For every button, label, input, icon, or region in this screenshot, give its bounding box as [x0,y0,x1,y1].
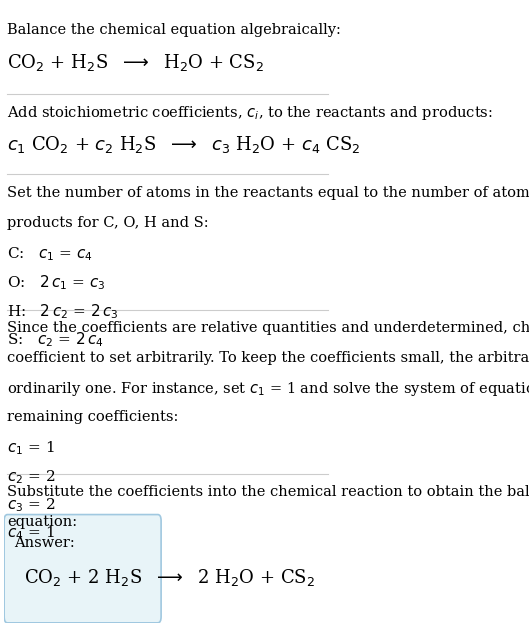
Text: $c_2$ = 2: $c_2$ = 2 [7,468,56,486]
Text: equation:: equation: [7,515,78,529]
Text: CO$_2$ + H$_2$S  $\longrightarrow$  H$_2$O + CS$_2$: CO$_2$ + H$_2$S $\longrightarrow$ H$_2$O… [7,53,264,73]
Text: Balance the chemical equation algebraically:: Balance the chemical equation algebraica… [7,23,341,37]
Text: O:   $2\,c_1$ = $c_3$: O: $2\,c_1$ = $c_3$ [7,273,106,292]
Text: $c_4$ = 1: $c_4$ = 1 [7,524,55,542]
Text: remaining coefficients:: remaining coefficients: [7,410,179,424]
Text: $c_1$ CO$_2$ + $c_2$ H$_2$S  $\longrightarrow$  $c_3$ H$_2$O + $c_4$ CS$_2$: $c_1$ CO$_2$ + $c_2$ H$_2$S $\longrighta… [7,134,361,155]
Text: ordinarily one. For instance, set $c_1$ = 1 and solve the system of equations fo: ordinarily one. For instance, set $c_1$ … [7,381,529,398]
Text: coefficient to set arbitrarily. To keep the coefficients small, the arbitrary va: coefficient to set arbitrarily. To keep … [7,350,529,365]
Text: H:   $2\,c_2$ = $2\,c_3$: H: $2\,c_2$ = $2\,c_3$ [7,302,119,320]
Text: $c_3$ = 2: $c_3$ = 2 [7,496,56,514]
Text: Since the coefficients are relative quantities and underdetermined, choose a: Since the coefficients are relative quan… [7,321,529,335]
Text: S:   $c_2$ = $2\,c_4$: S: $c_2$ = $2\,c_4$ [7,330,104,349]
Text: C:   $c_1$ = $c_4$: C: $c_1$ = $c_4$ [7,245,94,263]
Text: Substitute the coefficients into the chemical reaction to obtain the balanced: Substitute the coefficients into the che… [7,485,529,499]
Text: Set the number of atoms in the reactants equal to the number of atoms in the: Set the number of atoms in the reactants… [7,186,529,200]
Text: CO$_2$ + 2 H$_2$S  $\longrightarrow$  2 H$_2$O + CS$_2$: CO$_2$ + 2 H$_2$S $\longrightarrow$ 2 H$… [24,567,315,588]
Text: Add stoichiometric coefficients, $c_i$, to the reactants and products:: Add stoichiometric coefficients, $c_i$, … [7,104,494,122]
FancyBboxPatch shape [4,515,161,623]
Text: products for C, O, H and S:: products for C, O, H and S: [7,216,209,229]
Text: $c_1$ = 1: $c_1$ = 1 [7,440,55,458]
Text: Answer:: Answer: [14,536,75,551]
